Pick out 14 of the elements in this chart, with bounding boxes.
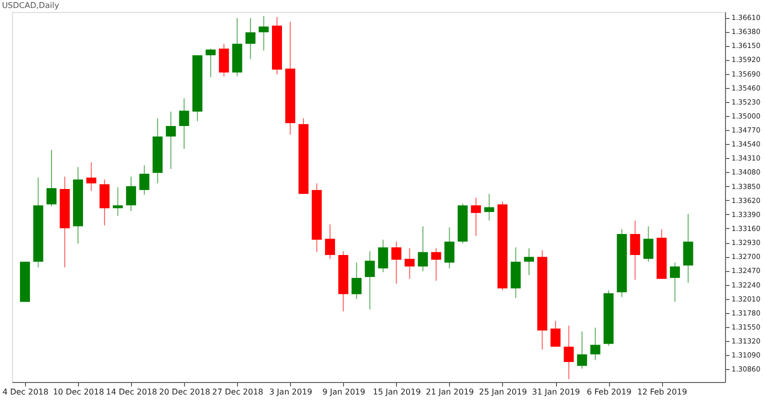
x-tick-label: 20 Dec 2018 — [159, 388, 210, 396]
x-tick-label: 12 Feb 2019 — [637, 388, 688, 396]
x-tick-label: 27 Dec 2018 — [212, 388, 264, 396]
x-tick-label: 3 Jan 2019 — [269, 388, 312, 396]
x-tick-label: 6 Feb 2019 — [586, 388, 632, 396]
x-tick-label: 4 Dec 2018 — [2, 388, 48, 396]
x-tick-label: 10 Dec 2018 — [52, 388, 104, 396]
x-tick-label: 15 Jan 2019 — [372, 388, 421, 396]
x-tick-label: 31 Jan 2019 — [532, 388, 580, 396]
x-tick-label: 9 Jan 2019 — [322, 388, 366, 396]
x-tick-label: 14 Dec 2018 — [106, 388, 158, 396]
x-tick-label: 25 Jan 2019 — [478, 388, 527, 396]
x-tick-label: 21 Jan 2019 — [426, 388, 474, 396]
chart-title: USDCAD,Daily — [2, 1, 60, 10]
